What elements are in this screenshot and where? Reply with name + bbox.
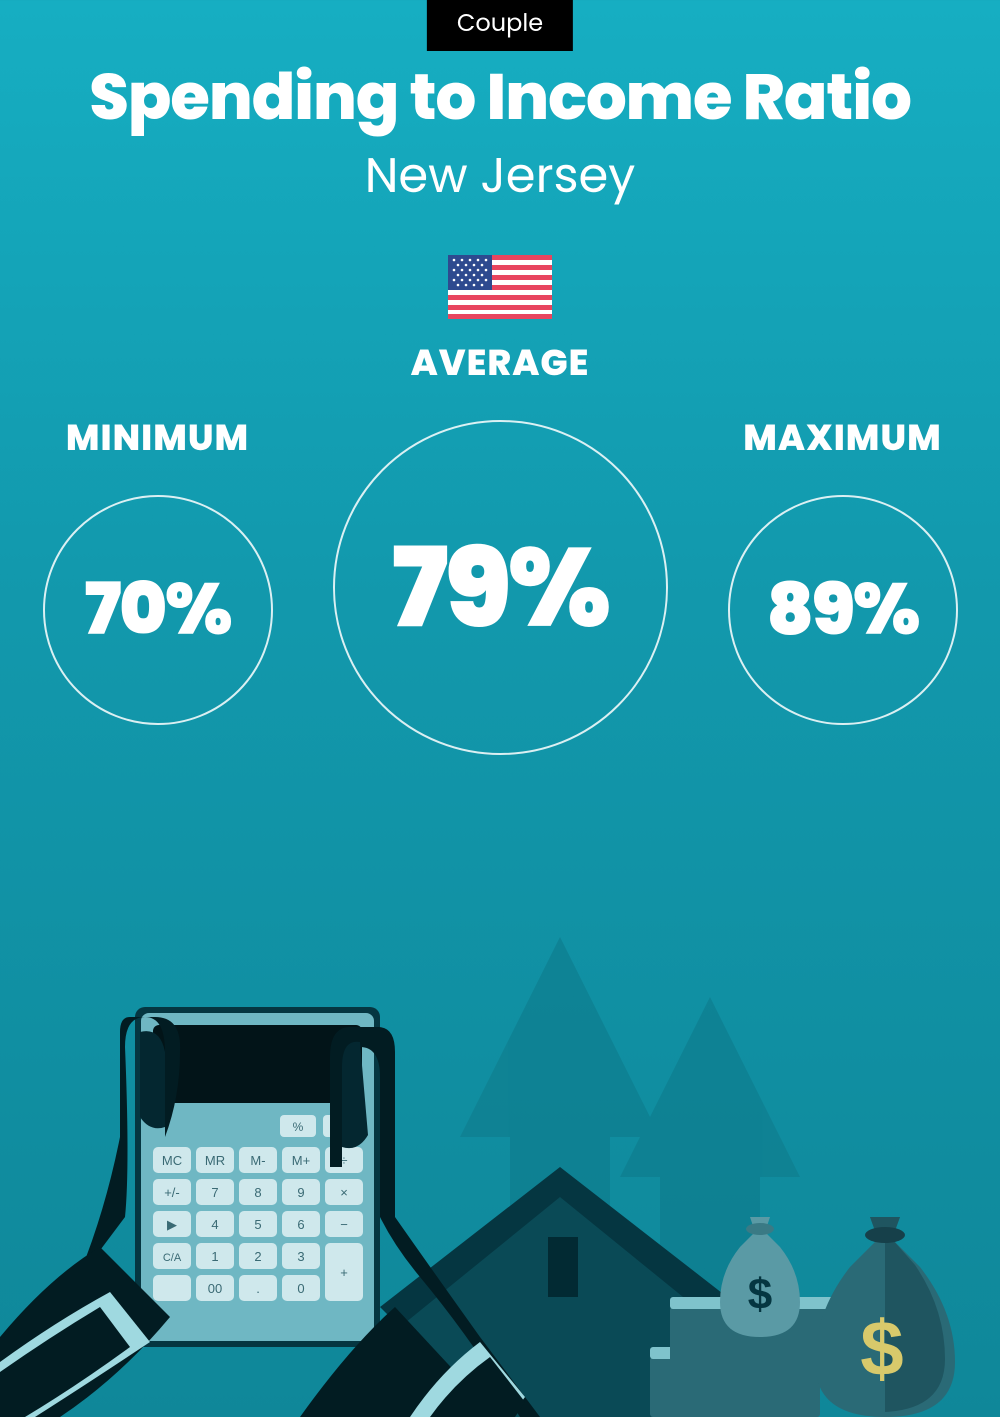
svg-text:M+: M+ (292, 1153, 310, 1168)
svg-text:3: 3 (297, 1249, 304, 1264)
svg-text:−: − (340, 1217, 348, 1232)
metric-minimum-label: MINIMUM (43, 410, 273, 465)
metric-average-circle: 79% (333, 420, 668, 755)
svg-text:$: $ (748, 1270, 772, 1319)
svg-text:.: . (256, 1281, 260, 1296)
metric-maximum-value: 89% (767, 556, 919, 664)
us-flag-icon (448, 255, 552, 319)
svg-text:7: 7 (211, 1185, 218, 1200)
location-subtitle: New Jersey (0, 140, 1000, 212)
metric-average-value: 79% (392, 505, 608, 671)
svg-text:▶: ▶ (167, 1217, 177, 1232)
category-tag: Couple (427, 0, 573, 51)
svg-text:MR: MR (205, 1153, 225, 1168)
svg-text:+: + (340, 1265, 348, 1280)
svg-text:1: 1 (211, 1249, 218, 1264)
svg-text:MC: MC (162, 1153, 182, 1168)
svg-text:M-: M- (250, 1153, 265, 1168)
metric-average: AVERAGE 79% (333, 335, 668, 755)
svg-text:$: $ (860, 1304, 903, 1392)
metric-maximum-label: MAXIMUM (728, 410, 958, 465)
metrics-row: MINIMUM 70% AVERAGE 79% MAXIMUM 89% (0, 410, 1000, 755)
metric-maximum: MAXIMUM 89% (728, 410, 958, 725)
svg-text:+/-: +/- (164, 1185, 180, 1200)
metric-maximum-circle: 89% (728, 495, 958, 725)
svg-text:%: % (293, 1120, 304, 1134)
svg-text:0: 0 (297, 1281, 304, 1296)
svg-text:5: 5 (254, 1217, 261, 1232)
svg-text:6: 6 (297, 1217, 304, 1232)
metric-minimum: MINIMUM 70% (43, 410, 273, 725)
finance-illustration: $ $ % MU MC MR M- M+ ÷ +/- 7 8 9 × (0, 817, 1000, 1417)
svg-text:×: × (340, 1185, 348, 1200)
svg-text:4: 4 (211, 1217, 218, 1232)
metric-minimum-circle: 70% (43, 495, 273, 725)
page-title: Spending to Income Ratio (0, 50, 1000, 145)
svg-text:C/A: C/A (163, 1252, 182, 1264)
metric-minimum-value: 70% (84, 556, 230, 664)
svg-text:00: 00 (208, 1281, 222, 1296)
svg-text:8: 8 (254, 1185, 261, 1200)
metric-average-label: AVERAGE (333, 335, 668, 390)
svg-text:2: 2 (254, 1249, 261, 1264)
svg-text:9: 9 (297, 1185, 304, 1200)
